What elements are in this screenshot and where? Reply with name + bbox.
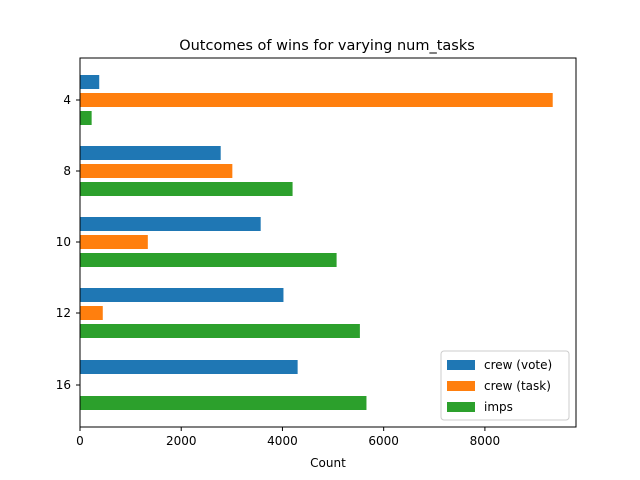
y-tick-label-4: 4 bbox=[63, 93, 71, 107]
x-tick-label-0: 0 bbox=[76, 434, 84, 448]
bar-crew-vote-12 bbox=[80, 288, 284, 302]
plot-frame bbox=[79, 57, 577, 428]
bar-crew-task-4 bbox=[80, 93, 553, 107]
bar-imps-12 bbox=[80, 324, 360, 338]
x-tick-label-4000: 4000 bbox=[267, 434, 298, 448]
bar-crew-vote-16 bbox=[80, 360, 298, 374]
bar-crew-vote-4 bbox=[80, 75, 100, 89]
y-tick-label-12: 12 bbox=[56, 306, 71, 320]
legend-label-0: crew (vote) bbox=[484, 358, 552, 372]
bar-imps-8 bbox=[80, 182, 293, 196]
y-tick-label-10: 10 bbox=[56, 235, 71, 249]
y-tick-label-16: 16 bbox=[56, 378, 71, 392]
bar-imps-4 bbox=[80, 111, 92, 125]
bar-crew-vote-10 bbox=[80, 217, 261, 231]
bar-crew-task-10 bbox=[80, 235, 148, 249]
legend: crew (vote) crew (task) imps bbox=[440, 350, 570, 421]
bar-imps-16 bbox=[80, 396, 367, 410]
bar-crew-task-8 bbox=[80, 164, 233, 178]
ticks-layer: 4 8 10 12 16 0 2000 4000 6000 8000 bbox=[56, 93, 500, 448]
y-tick-label-8: 8 bbox=[63, 164, 71, 178]
bar-crew-vote-8 bbox=[80, 146, 221, 160]
chart-title: Outcomes of wins for varying num_tasks bbox=[179, 38, 475, 54]
x-tick-label-2000: 2000 bbox=[166, 434, 197, 448]
legend-swatch-0 bbox=[447, 360, 475, 370]
legend-label-2: imps bbox=[484, 400, 513, 414]
x-axis-label: Count bbox=[310, 456, 346, 470]
bar-imps-10 bbox=[80, 253, 337, 267]
x-tick-label-8000: 8000 bbox=[470, 434, 501, 448]
x-tick-label-6000: 6000 bbox=[368, 434, 399, 448]
legend-swatch-2 bbox=[447, 402, 475, 412]
bars-layer bbox=[80, 75, 553, 410]
bar-crew-task-12 bbox=[80, 306, 103, 320]
legend-swatch-1 bbox=[447, 381, 475, 391]
legend-label-1: crew (task) bbox=[484, 379, 551, 393]
